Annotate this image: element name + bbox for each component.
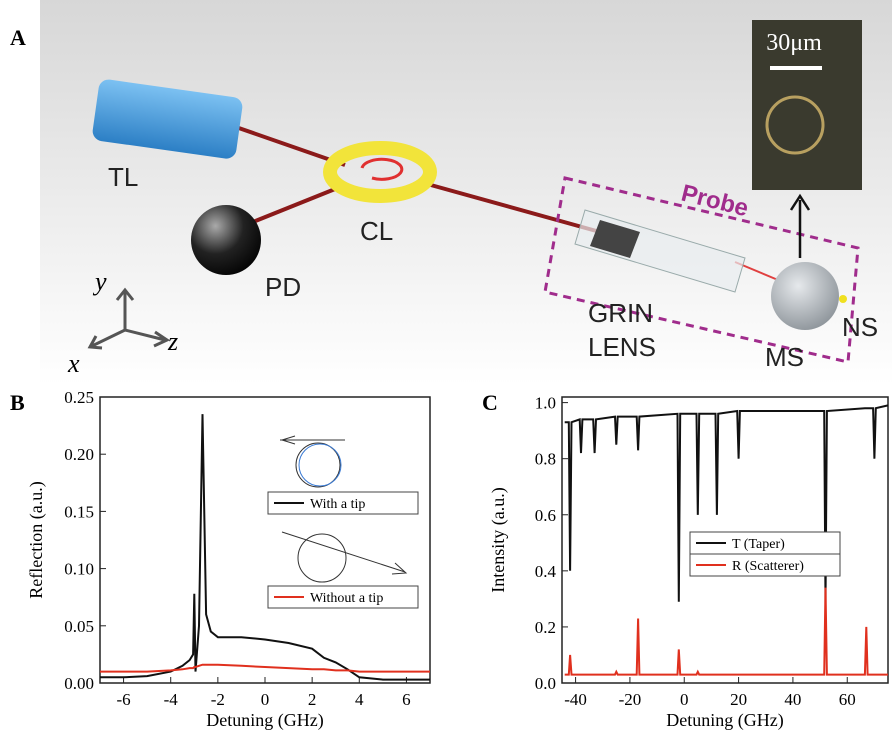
detector xyxy=(191,205,261,275)
x-axis-label: Detuning (GHz) xyxy=(206,710,323,731)
y-tick-label: 0.0 xyxy=(535,674,556,693)
panel-label: C xyxy=(482,390,498,415)
y-tick-label: 0.4 xyxy=(535,562,557,581)
panel-label: B xyxy=(10,390,25,415)
y-axis-label: Reflection (a.u.) xyxy=(26,481,47,598)
nanoscatterer xyxy=(839,295,847,303)
x-tick-label: 40 xyxy=(784,690,801,709)
series-line xyxy=(100,665,430,672)
x-tick-label: 0 xyxy=(680,690,689,709)
y-tick-label: 0.8 xyxy=(535,450,556,469)
figure: A 30μm TL CL PD GRIN LENS MS NS Probe y xyxy=(0,0,892,740)
x-tick-label: -2 xyxy=(211,690,225,709)
x-tick-label: 6 xyxy=(402,690,411,709)
x-tick-label: -20 xyxy=(619,690,642,709)
legend-entry: R (Scatterer) xyxy=(690,554,840,576)
label-ns: NS xyxy=(842,312,878,342)
x-tick-label: 20 xyxy=(730,690,747,709)
y-tick-label: 0.2 xyxy=(535,618,556,637)
x-tick-label: -40 xyxy=(564,690,587,709)
axis-y-label: y xyxy=(92,267,107,296)
x-tick-label: -6 xyxy=(116,690,130,709)
x-tick-label: 0 xyxy=(261,690,270,709)
x-tick-label: -4 xyxy=(164,690,179,709)
panel-label: A xyxy=(10,25,26,50)
panel-a: A 30μm TL CL PD GRIN LENS MS NS Probe y xyxy=(10,0,892,385)
y-tick-label: 0.15 xyxy=(64,502,94,521)
series-line xyxy=(100,414,430,679)
legend-label: T (Taper) xyxy=(732,537,785,552)
x-axis-label: Detuning (GHz) xyxy=(666,710,783,731)
legend-entry: With a tip xyxy=(268,492,418,514)
label-lens: LENS xyxy=(588,332,656,362)
scale-label: 30μm xyxy=(766,30,822,56)
legend-entry: Without a tip xyxy=(268,586,418,608)
y-axis-label: Intensity (a.u.) xyxy=(488,487,509,592)
y-tick-label: 0.10 xyxy=(64,560,94,579)
legend-label: R (Scatterer) xyxy=(732,559,804,574)
y-tick-label: 1.0 xyxy=(535,394,556,413)
legend-entry: T (Taper) xyxy=(690,532,840,554)
label-cl: CL xyxy=(360,216,393,246)
legend-label: Without a tip xyxy=(310,591,383,606)
y-tick-label: 0.00 xyxy=(64,674,94,693)
legend-label: With a tip xyxy=(310,497,365,512)
label-tl: TL xyxy=(108,162,138,192)
y-tick-label: 0.25 xyxy=(64,388,94,407)
x-tick-label: 60 xyxy=(839,690,856,709)
label-ms: MS xyxy=(765,342,804,372)
y-tick-label: 0.6 xyxy=(535,506,556,525)
label-grin: GRIN xyxy=(588,298,653,328)
y-tick-label: 0.20 xyxy=(64,445,94,464)
y-tick-label: 0.05 xyxy=(64,617,94,636)
x-tick-label: 2 xyxy=(308,690,317,709)
x-tick-label: 4 xyxy=(355,690,364,709)
series-line xyxy=(565,588,888,675)
microsphere xyxy=(771,262,839,330)
axis-z-label: z xyxy=(167,327,178,356)
axis-x-label: x xyxy=(67,349,80,378)
label-pd: PD xyxy=(265,272,301,302)
